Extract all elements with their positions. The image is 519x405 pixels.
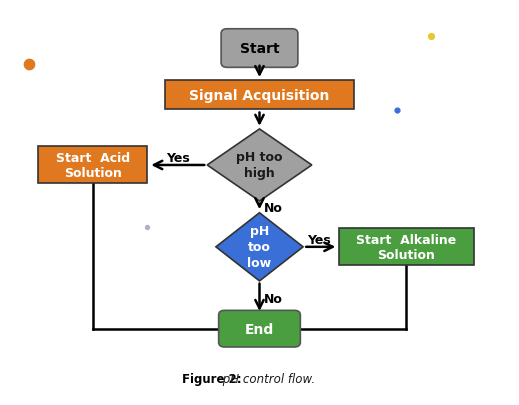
Polygon shape — [216, 213, 303, 281]
Point — [392, 108, 401, 114]
Point — [427, 34, 435, 40]
Point — [143, 224, 152, 231]
Text: Start: Start — [240, 42, 279, 56]
Text: pH too
high: pH too high — [236, 151, 283, 180]
FancyBboxPatch shape — [38, 147, 147, 184]
Text: Start  Alkaline
Solution: Start Alkaline Solution — [357, 233, 457, 261]
Text: No: No — [264, 201, 282, 214]
Text: pH control flow.: pH control flow. — [218, 372, 315, 385]
FancyBboxPatch shape — [218, 311, 301, 347]
Text: Signal Acquisition: Signal Acquisition — [189, 89, 330, 102]
Text: No: No — [264, 292, 282, 305]
FancyBboxPatch shape — [339, 229, 474, 266]
Text: Yes: Yes — [166, 151, 189, 164]
FancyBboxPatch shape — [165, 81, 354, 110]
Text: Yes: Yes — [307, 233, 331, 246]
FancyBboxPatch shape — [221, 30, 298, 68]
Text: Start  Acid
Solution: Start Acid Solution — [56, 151, 130, 179]
Text: End: End — [245, 322, 274, 336]
Point — [25, 61, 33, 68]
Polygon shape — [207, 130, 312, 202]
Text: pH
too
low: pH too low — [248, 225, 271, 270]
Text: Figure 2:: Figure 2: — [182, 372, 242, 385]
